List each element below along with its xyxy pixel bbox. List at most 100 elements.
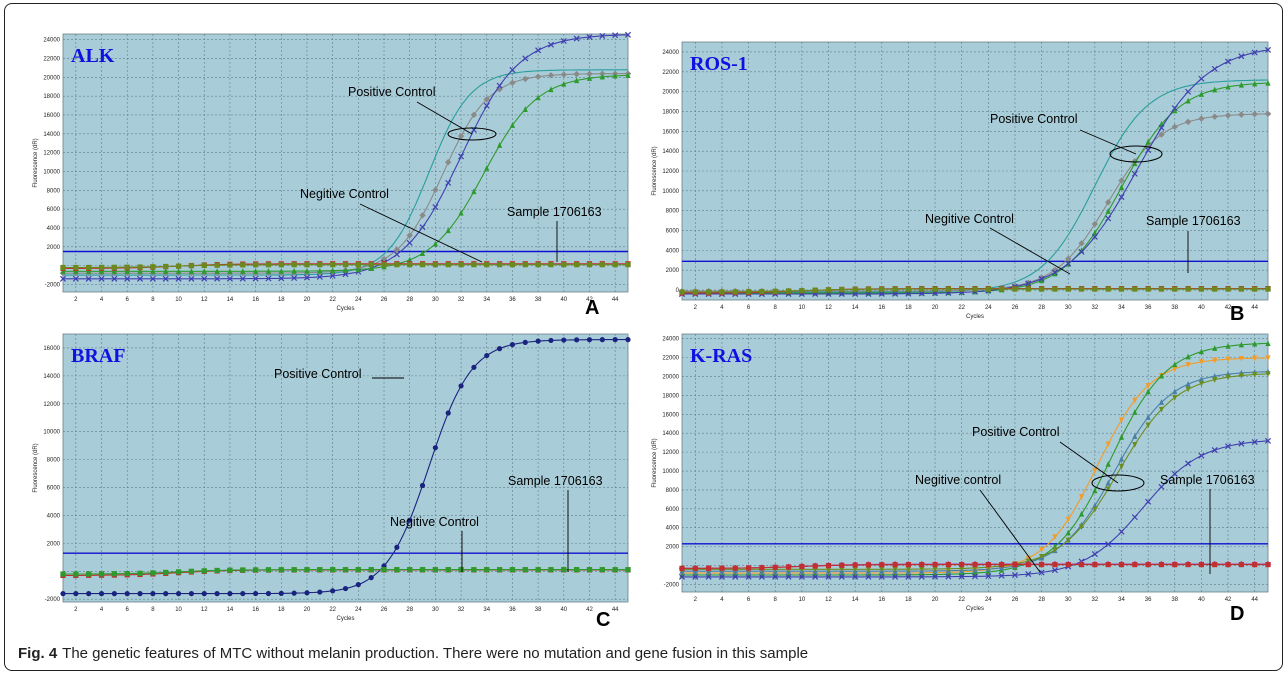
data-point xyxy=(1092,468,1098,474)
data-point xyxy=(785,288,792,294)
chart-ros1: 2 4 6 8 10 12 14 16 18 20 22 24 26 28 30 32 34 36 38 40 42 44… xyxy=(652,41,1272,325)
caption-text: The genetic features of MTC without mela… xyxy=(62,645,809,662)
data-point xyxy=(330,262,336,268)
x-tick-label: 24 xyxy=(985,305,992,311)
data-point xyxy=(1145,388,1151,395)
data-point xyxy=(535,338,541,344)
data-point xyxy=(1172,388,1178,395)
data-point xyxy=(1238,111,1245,118)
data-point xyxy=(1198,348,1205,355)
data-point xyxy=(1118,184,1125,190)
data-point xyxy=(342,585,349,592)
data-point xyxy=(458,262,464,268)
annotation-label: Negitive Control xyxy=(390,515,479,529)
panel-ros1: 2 4 6 8 10 12 14 16 18 20 22 24 26 28 30 32 34 36 38 40 42 44… xyxy=(652,38,1272,325)
x-axis-label: Cycles xyxy=(966,314,984,320)
data-point xyxy=(892,562,898,568)
data-point xyxy=(1225,286,1231,292)
data-point xyxy=(1145,383,1151,389)
data-point xyxy=(561,80,567,87)
y-tick-label: 12000 xyxy=(662,169,679,175)
data-point xyxy=(1238,341,1244,348)
data-point xyxy=(625,567,631,573)
y-tick-label: 14000 xyxy=(43,132,60,138)
data-point xyxy=(985,286,991,292)
data-point xyxy=(1145,286,1151,292)
x-tick-label: 38 xyxy=(1171,597,1178,603)
data-point xyxy=(471,188,477,195)
data-point xyxy=(1212,377,1218,383)
data-point xyxy=(342,567,349,573)
data-point xyxy=(150,268,156,274)
data-point xyxy=(905,290,912,297)
annotation-leader xyxy=(1059,441,1119,484)
x-tick-label: 10 xyxy=(175,297,182,303)
x-tick-label: 34 xyxy=(483,607,490,613)
data-point xyxy=(1225,374,1231,381)
data-point xyxy=(1211,113,1218,120)
x-tick-label: 20 xyxy=(304,607,311,613)
data-point xyxy=(878,290,885,297)
data-point xyxy=(1025,280,1032,287)
data-point xyxy=(1225,561,1231,568)
plot-border xyxy=(62,333,629,603)
data-point xyxy=(445,179,452,186)
data-point xyxy=(772,564,778,570)
data-point xyxy=(1265,79,1271,86)
data-point xyxy=(1145,422,1151,429)
data-point xyxy=(406,232,413,239)
data-point xyxy=(1225,356,1231,363)
data-point xyxy=(304,267,310,274)
data-point xyxy=(892,566,898,573)
gene-title: ROS-1 xyxy=(690,53,748,75)
data-point xyxy=(1264,46,1272,53)
data-point xyxy=(253,262,259,268)
data-point xyxy=(1038,561,1045,568)
data-point xyxy=(1078,561,1085,568)
data-point xyxy=(959,286,965,292)
x-tick-label: 4 xyxy=(720,597,724,603)
data-point xyxy=(1052,286,1058,292)
grid xyxy=(63,34,628,292)
data-point xyxy=(368,262,374,268)
data-point xyxy=(905,566,912,573)
x-tick-label: 4 xyxy=(100,297,104,303)
x-tick-label: 2 xyxy=(694,597,698,603)
data-point xyxy=(149,275,156,282)
annotation-leader xyxy=(989,227,1071,275)
data-point xyxy=(599,262,605,268)
annotation-label: Positive Control xyxy=(990,112,1078,126)
data-point xyxy=(625,337,631,343)
data-point xyxy=(407,262,413,268)
data-point xyxy=(483,96,490,103)
data-point xyxy=(1158,372,1165,379)
data-point xyxy=(599,337,605,343)
data-point xyxy=(419,567,426,573)
data-point xyxy=(214,567,220,574)
data-point xyxy=(509,342,516,348)
y-tick-label: 2000 xyxy=(666,545,680,551)
data-point xyxy=(1052,547,1058,554)
data-point xyxy=(214,275,221,282)
data-point xyxy=(1092,286,1098,292)
data-point xyxy=(1238,372,1244,379)
x-tick-label: 20 xyxy=(932,305,939,311)
data-point xyxy=(838,573,845,580)
data-point xyxy=(1038,569,1045,576)
data-point xyxy=(330,567,336,573)
data-point xyxy=(240,567,246,573)
x-tick-label: 28 xyxy=(406,297,413,303)
x-tick-label: 26 xyxy=(381,607,388,613)
data-point xyxy=(1252,561,1258,568)
panel-letter: D xyxy=(1230,603,1244,625)
data-point xyxy=(1105,441,1111,448)
data-point xyxy=(958,573,965,580)
data-point xyxy=(278,590,284,596)
data-point xyxy=(561,262,567,268)
data-point xyxy=(1132,397,1138,404)
data-point xyxy=(1132,409,1138,415)
y-tick-label: 6000 xyxy=(666,229,680,235)
y-tick-label: 18000 xyxy=(662,109,679,115)
x-tick-label: 20 xyxy=(304,297,311,303)
x-tick-label: 24 xyxy=(355,607,362,613)
